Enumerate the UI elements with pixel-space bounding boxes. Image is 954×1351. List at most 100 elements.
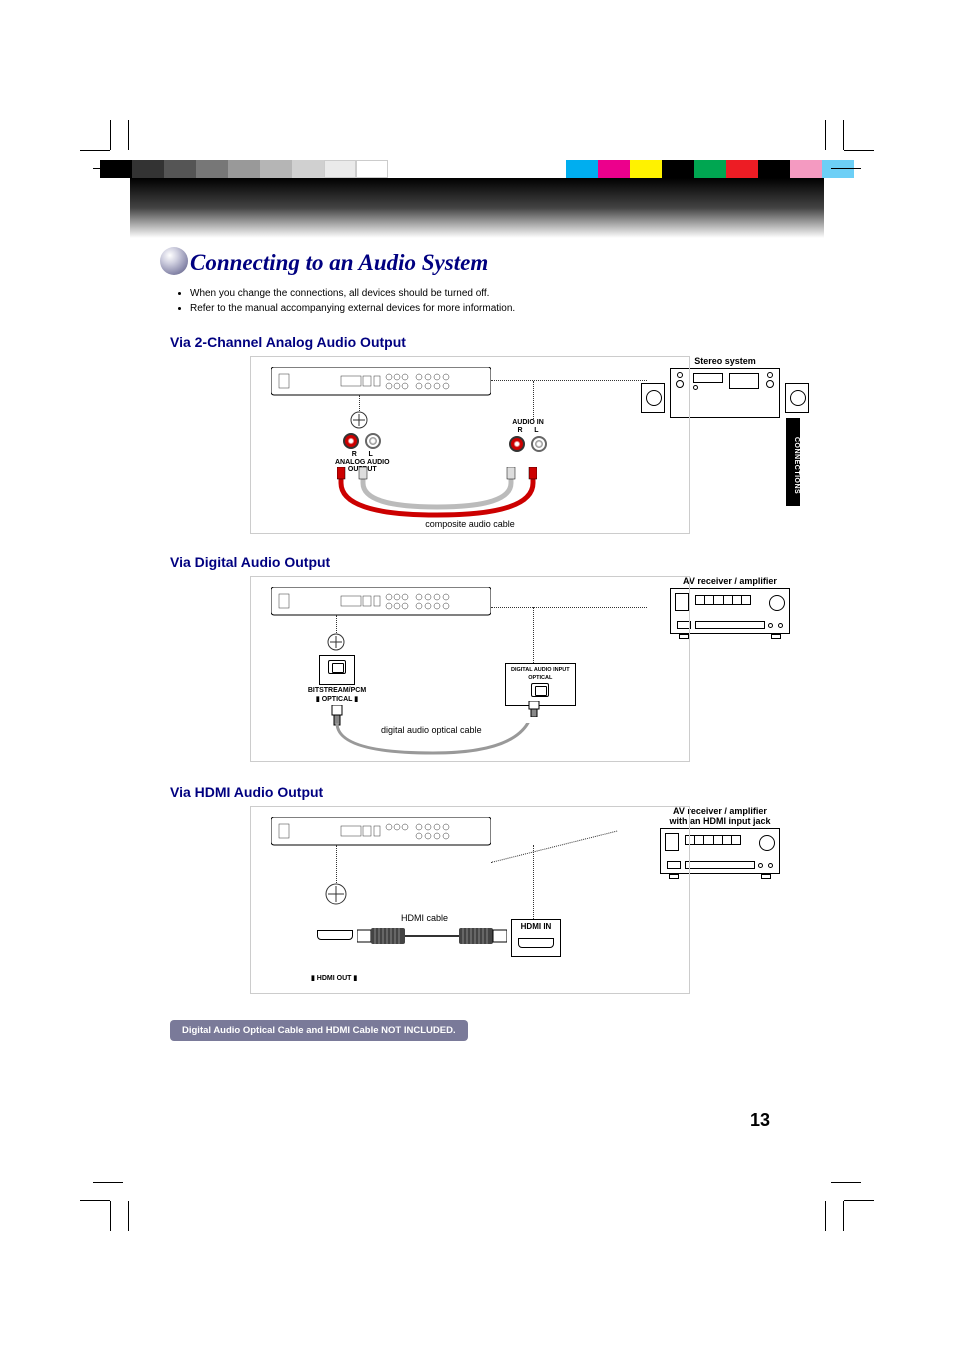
swatch <box>726 160 758 178</box>
optical-in-label: OPTICAL <box>511 675 570 681</box>
crop-mark <box>831 168 861 169</box>
hdmi-port-icon <box>317 930 353 940</box>
receiver-knob <box>759 835 775 851</box>
hdmi-port-icon <box>518 938 554 948</box>
swatch <box>292 160 324 178</box>
l-label: L <box>369 451 373 458</box>
receiver-slot <box>695 621 765 629</box>
note-pill: Digital Audio Optical Cable and HDMI Cab… <box>170 1020 468 1041</box>
bitstream-label: BITSTREAM/PCM <box>305 687 369 695</box>
r-label: R <box>517 427 522 434</box>
swatch <box>164 160 196 178</box>
receiver-display <box>695 595 751 605</box>
dotted-connector <box>533 607 534 663</box>
stereo-knob <box>766 380 774 388</box>
digital-input-label: DIGITAL AUDIO INPUT <box>511 667 570 673</box>
hdmi-out-label: HDMI OUT <box>317 975 352 982</box>
speaker-right <box>785 383 809 413</box>
crop-mark <box>110 120 111 150</box>
bullet-item: When you change the connections, all dev… <box>190 286 790 301</box>
receiver-display <box>685 835 741 845</box>
rca-jack-red <box>343 433 359 449</box>
receiver-foot <box>771 634 781 639</box>
swatch <box>822 160 854 178</box>
stereo-display <box>693 373 723 383</box>
title-sphere-icon <box>160 247 188 275</box>
receiver-foot <box>761 874 771 879</box>
crop-mark <box>844 150 874 151</box>
crop-mark <box>110 1201 111 1231</box>
screw-icon <box>325 883 347 905</box>
crop-mark <box>843 1201 844 1231</box>
hdmi-in: HDMI IN <box>511 919 561 957</box>
audio-in-label: AUDIO IN <box>509 419 547 427</box>
dotted-connector <box>533 381 534 421</box>
content-area: Connecting to an Audio System When you c… <box>170 250 790 1041</box>
section-title-hdmi: Via HDMI Audio Output <box>170 784 790 800</box>
swatch <box>598 160 630 178</box>
receiver-knob <box>769 595 785 611</box>
optical-cable-label: digital audio optical cable <box>381 725 482 735</box>
page-number: 13 <box>750 1110 770 1131</box>
swatch <box>100 160 132 178</box>
stereo-btn <box>693 385 698 390</box>
digital-input-port: DIGITAL AUDIO INPUT OPTICAL <box>505 663 576 706</box>
receiver-btn <box>768 863 773 868</box>
audio-in-jacks: AUDIO IN R L <box>509 419 547 452</box>
optical-port-icon <box>328 660 346 674</box>
swatch <box>662 160 694 178</box>
crop-mark <box>128 120 129 150</box>
swatch <box>630 160 662 178</box>
r-label: R <box>352 451 357 458</box>
dotted-connector <box>491 380 647 381</box>
screw-icon <box>350 411 368 429</box>
swatch <box>228 160 260 178</box>
crop-mark <box>93 168 123 169</box>
receiver-slot <box>685 861 755 869</box>
optical-label: OPTICAL <box>322 696 353 703</box>
page: CONNECTIONS Connecting to an Audio Syste… <box>0 0 954 1351</box>
analog-diagram-box: R L ANALOG AUDIO OUTPUT <box>250 356 690 534</box>
receiver-btn <box>778 623 783 628</box>
main-title: Connecting to an Audio System <box>170 250 790 276</box>
analog-diagram-wrapper: Stereo system <box>170 356 790 546</box>
optical-plug-icon <box>527 701 541 717</box>
digital-diagram-box: BITSTREAM/PCM ▮ OPTICAL ▮ DIGITAL AUDIO … <box>250 576 690 762</box>
intro-bullets: When you change the connections, all dev… <box>182 286 790 316</box>
crop-mark <box>80 150 110 151</box>
hdmi-diagram-box: ▮ HDMI OUT ▮ HDMI IN <box>250 806 690 994</box>
crop-mark <box>843 120 844 150</box>
swatch <box>196 160 228 178</box>
header-gradient <box>130 178 824 238</box>
printer-color-bars-right <box>566 160 854 178</box>
swatch <box>566 160 598 178</box>
swatch <box>356 160 388 178</box>
receiver-btn <box>758 863 763 868</box>
dotted-connector <box>533 845 534 919</box>
digital-diagram-wrapper: AV receiver / amplifier <box>170 576 790 776</box>
screw-icon <box>327 633 345 651</box>
main-title-text: Connecting to an Audio System <box>190 250 488 275</box>
player-rear-panel <box>271 817 491 847</box>
swatch <box>758 160 790 178</box>
section-title-digital: Via Digital Audio Output <box>170 554 790 570</box>
optical-out-labels: BITSTREAM/PCM ▮ OPTICAL ▮ <box>305 687 369 703</box>
swatch <box>694 160 726 178</box>
crop-mark <box>128 1201 129 1231</box>
player-rear-panel <box>271 587 491 617</box>
crop-mark <box>80 1200 110 1201</box>
stereo-panel <box>729 373 759 389</box>
swatch <box>260 160 292 178</box>
printer-color-bars-left <box>100 160 388 178</box>
composite-cable-label: composite audio cable <box>251 519 689 529</box>
hdmi-in-label: HDMI IN <box>518 923 554 932</box>
swatch <box>790 160 822 178</box>
rca-jack-red <box>509 436 525 452</box>
crop-mark <box>831 1182 861 1183</box>
dotted-connector <box>491 831 617 863</box>
analog-label: ANALOG AUDIO <box>335 459 390 467</box>
rca-jack-white <box>365 433 381 449</box>
optical-out-port <box>319 655 355 685</box>
crop-mark <box>825 120 826 150</box>
swatch <box>132 160 164 178</box>
